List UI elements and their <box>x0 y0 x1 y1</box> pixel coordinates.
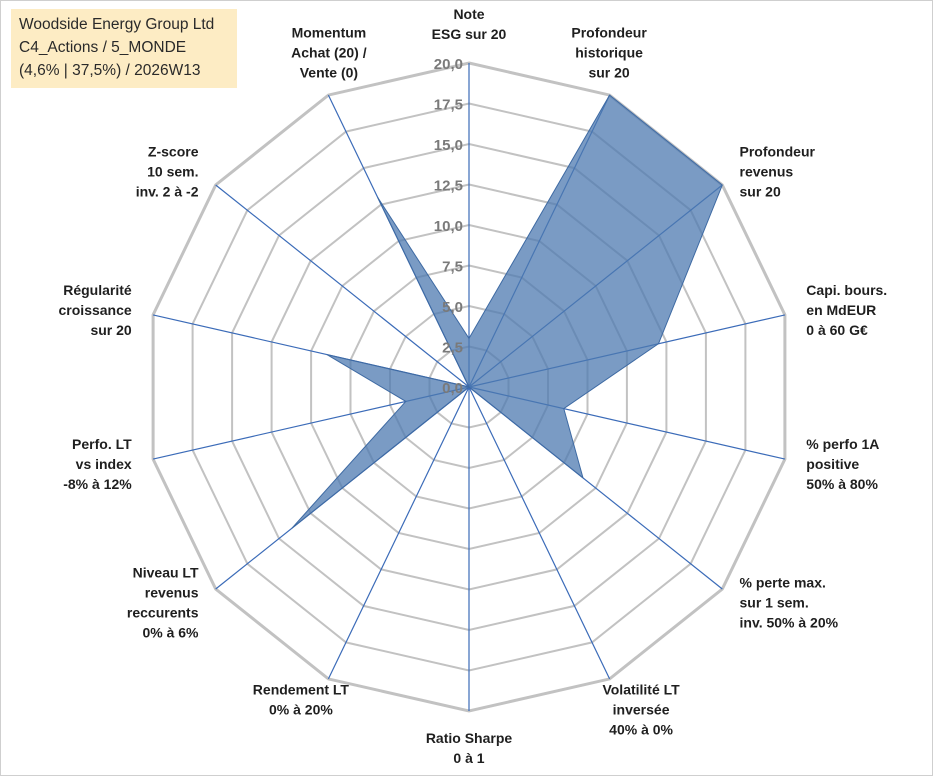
axis-label-line: Ratio Sharpe <box>426 730 513 746</box>
axis-label-line: Niveau LT <box>133 565 199 581</box>
axis-label-line: Z-score <box>148 143 199 159</box>
tick-label: 17,5 <box>434 97 463 114</box>
axis-label: Capi. bours. en MdEUR 0 à 60 G€ <box>806 282 887 338</box>
axis-label-line: sur 20 <box>588 64 629 80</box>
tick-label: 10,0 <box>434 218 463 235</box>
axis-label: Ratio Sharpe 0 à 1 <box>426 730 513 766</box>
tick-label: 12,5 <box>434 178 463 195</box>
axis-label-line: Profondeur <box>740 143 816 159</box>
chart-title-box: Woodside Energy Group Ltd C4_Actions / 5… <box>11 9 237 88</box>
axis-spoke <box>327 386 470 680</box>
axis-label-line: 0 à 60 G€ <box>806 322 868 338</box>
axis-label: % perte max. sur 1 sem. inv. 50% à 20% <box>740 575 839 631</box>
category-line: C4_Actions / 5_MONDE <box>19 39 187 56</box>
axis-label: Niveau LT revenus reccurents 0% à 6% <box>127 565 199 641</box>
axis-label-line: ESG sur 20 <box>432 26 507 42</box>
axis-label-line: Régularité <box>63 282 132 298</box>
axis-label: Perfo. LT vs index -8% à 12% <box>63 436 132 492</box>
axis-label-line: sur 1 sem. <box>740 595 809 611</box>
axis-label-line: Rendement LT <box>253 682 350 698</box>
radial-tick-labels: 0,0 2,5 5,0 7,5 10,0 12,5 15,0 17,5 20,0 <box>434 56 463 397</box>
axis-label: Rendement LT 0% à 20% <box>253 682 350 718</box>
axis-label-line: Vente (0) <box>300 64 358 80</box>
axis-label-line: 0 à 1 <box>453 750 484 766</box>
axis-label-line: historique <box>575 44 643 60</box>
axis-label: Note ESG sur 20 <box>432 6 507 42</box>
axis-label-line: Perfo. LT <box>72 436 132 452</box>
axis-label-line: Note <box>453 6 484 22</box>
axis-label: Momentum Achat (20) / Vente (0) <box>291 24 367 80</box>
axis-label-line: sur 20 <box>740 183 781 199</box>
axis-label-line: Capi. bours. <box>806 282 887 298</box>
axis-label-line: inv. 2 à -2 <box>136 183 199 199</box>
axis-spoke <box>215 184 470 388</box>
tick-label: 20,0 <box>434 56 463 73</box>
axis-labels: Note ESG sur 20 Profondeur historique sur 20… <box>59 6 888 766</box>
stats-line: (4,6% | 37,5%) / 2026W13 <box>19 62 201 79</box>
axis-label: Régularité croissance sur 20 <box>59 282 132 338</box>
axis-label-line: % perfo 1A <box>806 436 879 452</box>
tick-label: 7,5 <box>442 259 463 276</box>
axis-label: Profondeur revenus sur 20 <box>740 143 816 199</box>
axis-label-line: croissance <box>59 302 132 318</box>
axis-label-line: sur 20 <box>90 322 131 338</box>
company-name: Woodside Energy Group Ltd <box>19 16 215 33</box>
axis-label-line: Volatilité LT <box>602 682 680 698</box>
axis-label-line: reccurents <box>127 605 199 621</box>
axis-label-line: 10 sem. <box>147 163 198 179</box>
axis-label-line: 50% à 80% <box>806 476 878 492</box>
axis-label: Profondeur historique sur 20 <box>571 24 647 80</box>
axis-label-line: positive <box>806 456 859 472</box>
series-area <box>291 94 723 529</box>
axis-label-line: vs index <box>76 456 132 472</box>
axis-label-line: Achat (20) / <box>291 44 367 60</box>
axis-label: % perfo 1A positive 50% à 80% <box>806 436 879 492</box>
axis-label-line: 0% à 6% <box>142 625 199 641</box>
axis-label-line: 40% à 0% <box>609 722 673 738</box>
tick-label: 2,5 <box>442 340 463 357</box>
axis-label: Volatilité LT inversée 40% à 0% <box>602 682 680 738</box>
axis-label-line: 0% à 20% <box>269 702 333 718</box>
tick-label: 15,0 <box>434 137 463 154</box>
axis-label-line: inversée <box>613 702 670 718</box>
axis-label-line: revenus <box>145 585 199 601</box>
axis-spoke <box>468 386 611 680</box>
tick-label: 5,0 <box>442 299 463 316</box>
radar-series <box>291 94 723 529</box>
axis-label-line: % perte max. <box>740 575 826 591</box>
axis-label-line: en MdEUR <box>806 302 876 318</box>
tick-label: 0,0 <box>442 380 463 397</box>
axis-label-line: -8% à 12% <box>63 476 132 492</box>
axis-label-line: inv. 50% à 20% <box>740 615 839 631</box>
axis-label: Z-score 10 sem. inv. 2 à -2 <box>136 143 199 199</box>
axis-label-line: Momentum <box>292 24 367 40</box>
axis-label-line: Profondeur <box>571 24 647 40</box>
axis-label-line: revenus <box>740 163 794 179</box>
